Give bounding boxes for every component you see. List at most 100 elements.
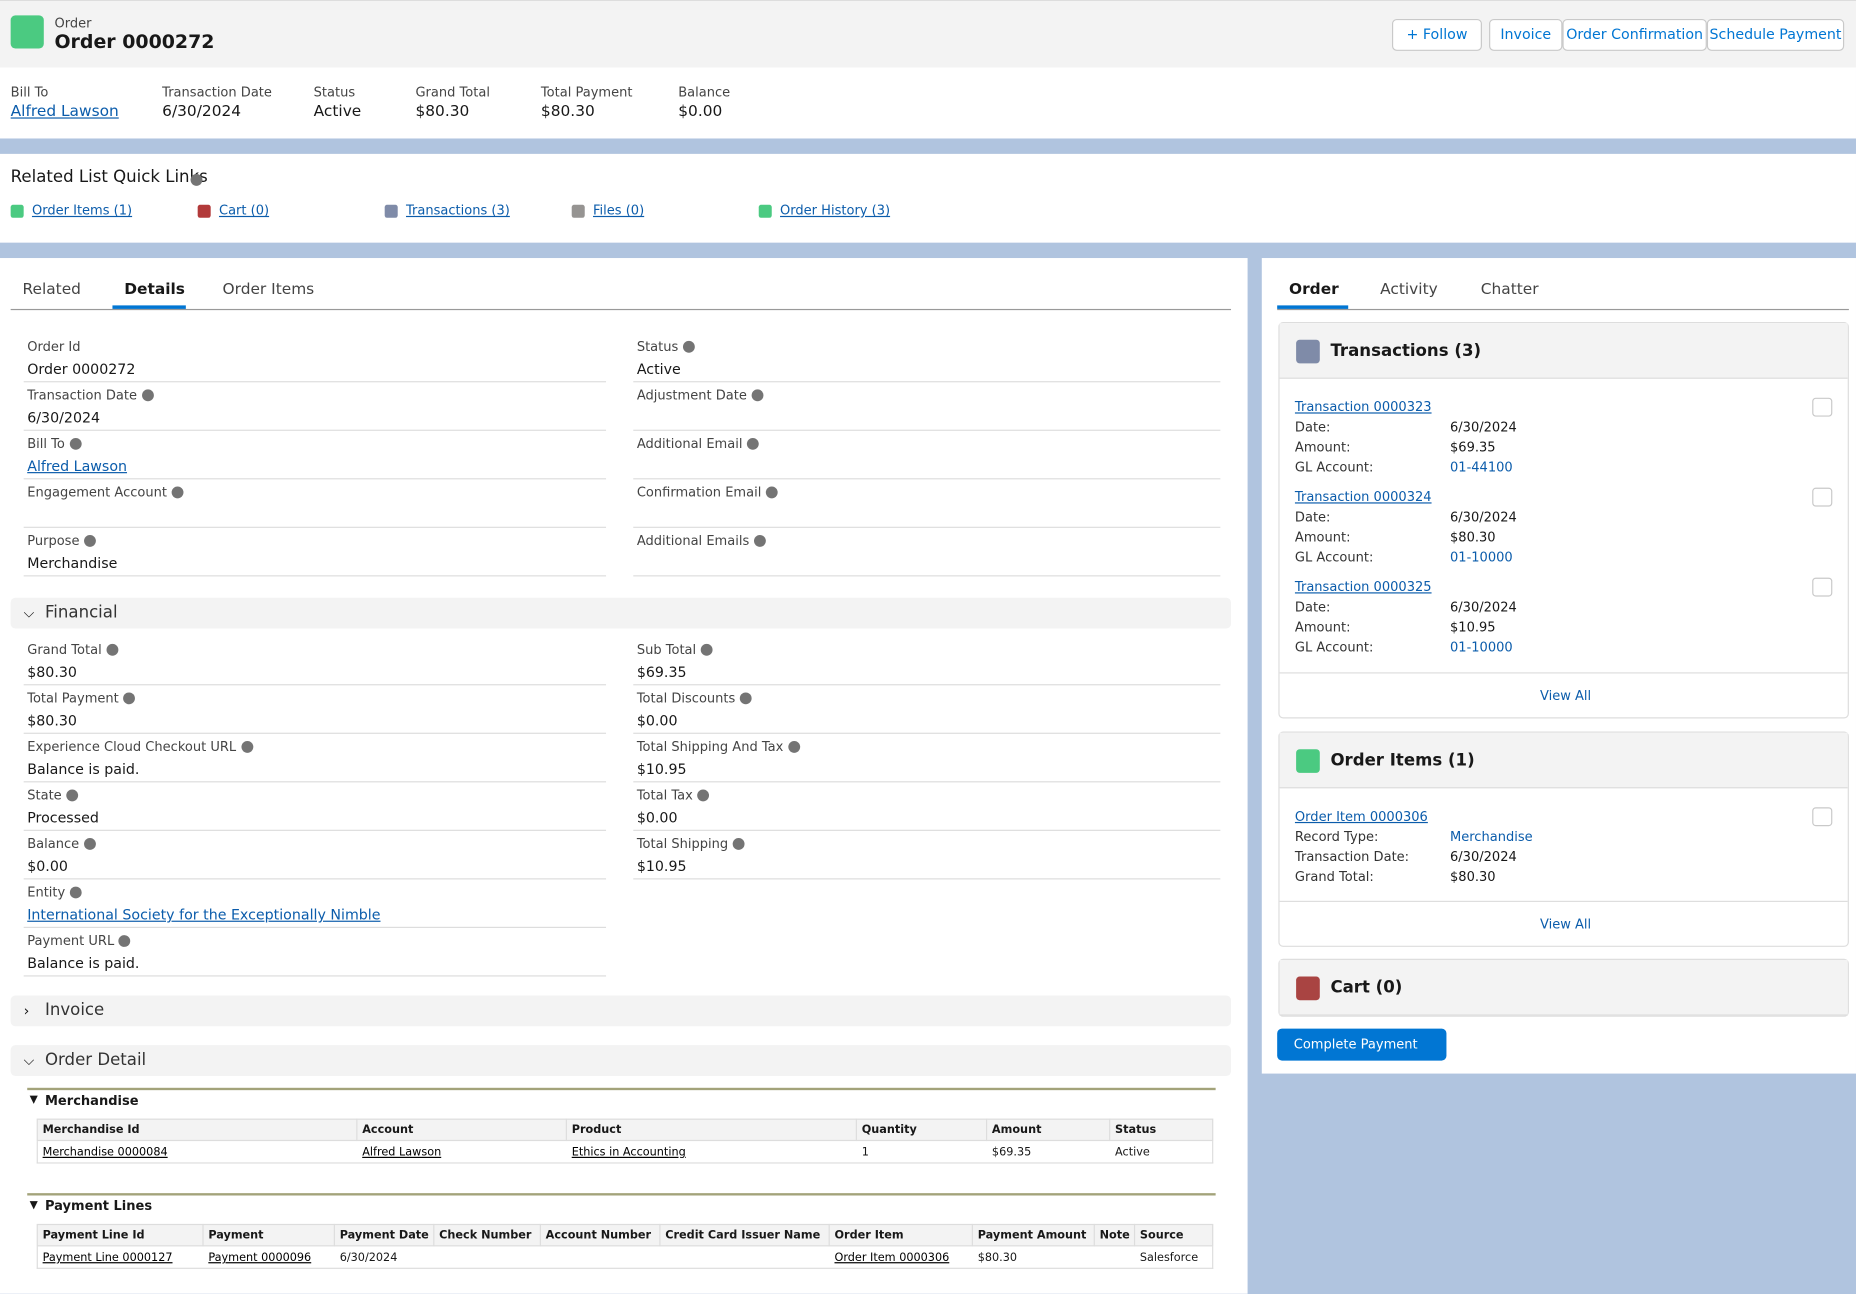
column-header: Note <box>1100 1229 1130 1242</box>
field-label: Total Shipping And Tax <box>637 739 784 755</box>
quick-link[interactable]: Order History (3) <box>780 203 890 219</box>
column-header: Merchandise Id <box>43 1124 140 1137</box>
table-title: Merchandise <box>45 1093 139 1109</box>
item-label: GL Account: <box>1295 460 1373 476</box>
col-sep <box>433 1224 434 1246</box>
field-label: Entity <box>27 885 65 901</box>
section-title[interactable]: Invoice <box>45 1001 104 1021</box>
highlight-value[interactable]: Alfred Lawson <box>11 103 119 121</box>
table-cell[interactable]: Payment 0000096 <box>208 1251 311 1264</box>
card-divider <box>1280 901 1848 902</box>
tab[interactable]: Details <box>124 281 185 299</box>
col-sep <box>659 1224 660 1246</box>
info-icon <box>142 389 154 401</box>
field-value: $0.00 <box>637 809 678 826</box>
table-rule <box>27 1088 1215 1090</box>
info-icon <box>84 838 96 850</box>
header-button[interactable]: + Follow <box>1392 19 1482 51</box>
item-menu <box>1812 488 1832 507</box>
field-border <box>633 830 1220 831</box>
table-cell[interactable]: Merchandise 0000084 <box>43 1146 168 1159</box>
column-header: Product <box>572 1124 622 1137</box>
quick-link[interactable]: Cart (0) <box>219 203 269 219</box>
header-button[interactable]: Order Confirmation <box>1562 19 1706 51</box>
item-label: Date: <box>1295 599 1331 615</box>
table-cell[interactable]: Ethics in Accounting <box>572 1146 686 1159</box>
side-tab[interactable]: Chatter <box>1481 281 1539 299</box>
quick-links-title: Related List Quick Links <box>11 168 208 188</box>
field-border <box>633 381 1220 382</box>
complete-payment-button[interactable]: Complete Payment <box>1277 1029 1446 1061</box>
highlight-label: Grand Total <box>415 85 489 101</box>
item-value[interactable]: 01-44100 <box>1450 460 1513 476</box>
section-title[interactable]: Order Detail <box>45 1051 146 1071</box>
field-border <box>24 381 606 382</box>
table-rule <box>27 1193 1215 1195</box>
card <box>1278 322 1849 719</box>
card-title[interactable]: Cart (0) <box>1330 978 1402 998</box>
col-sep <box>829 1224 830 1246</box>
item-label: Date: <box>1295 420 1331 436</box>
tab[interactable]: Related <box>22 281 80 299</box>
field-value[interactable]: Alfred Lawson <box>27 458 127 475</box>
table-cell: 1 <box>862 1146 869 1159</box>
highlight-value: 6/30/2024 <box>162 103 241 121</box>
item-menu <box>1812 578 1832 597</box>
field-label: Transaction Date <box>27 388 137 404</box>
field-border <box>633 527 1220 528</box>
item-name[interactable]: Order Item 0000306 <box>1295 809 1428 825</box>
column-header: Account <box>362 1124 413 1137</box>
table-cell[interactable]: Alfred Lawson <box>362 1146 441 1159</box>
col-sep <box>972 1224 973 1246</box>
info-icon <box>191 174 203 186</box>
side-tab[interactable]: Order <box>1289 281 1339 299</box>
header-button[interactable]: Invoice <box>1489 19 1562 51</box>
item-label: Grand Total: <box>1295 869 1374 885</box>
section-title[interactable]: Financial <box>45 603 118 623</box>
field-value: $0.00 <box>27 858 68 875</box>
quick-link[interactable]: Order Items (1) <box>32 203 132 219</box>
col-sep <box>356 1119 357 1141</box>
field-value[interactable]: International Society for the Exceptiona… <box>27 906 380 923</box>
view-all[interactable]: View All <box>1540 917 1591 933</box>
field-value: Order 0000272 <box>27 361 135 378</box>
item-value[interactable]: 01-10000 <box>1450 640 1513 656</box>
table-cell: Active <box>1115 1146 1150 1159</box>
item-value[interactable]: 01-10000 <box>1450 550 1513 566</box>
item-value[interactable]: Merchandise <box>1450 829 1533 845</box>
quick-link-icon <box>572 205 585 218</box>
item-label: Transaction Date: <box>1295 849 1409 865</box>
item-name[interactable]: Transaction 0000324 <box>1295 489 1432 505</box>
field-label: Adjustment Date <box>637 388 747 404</box>
field-label: Purpose <box>27 533 79 549</box>
item-name[interactable]: Transaction 0000325 <box>1295 579 1432 595</box>
quick-link-icon <box>759 205 772 218</box>
highlight-value: $80.30 <box>415 103 469 121</box>
quick-link[interactable]: Files (0) <box>593 203 644 219</box>
side-tab[interactable]: Activity <box>1380 281 1438 299</box>
highlight-value: $0.00 <box>678 103 722 121</box>
column-header: Payment Line Id <box>43 1229 145 1242</box>
view-all[interactable]: View All <box>1540 688 1591 704</box>
field-label: Experience Cloud Checkout URL <box>27 739 236 755</box>
field-label: Total Tax <box>637 788 693 804</box>
table-cell[interactable]: Order Item 0000306 <box>834 1251 949 1264</box>
item-name[interactable]: Transaction 0000323 <box>1295 399 1432 415</box>
quick-links-panel <box>0 154 1856 243</box>
quick-link[interactable]: Transactions (3) <box>406 203 510 219</box>
tab[interactable]: Order Items <box>223 281 315 299</box>
header-button[interactable]: Schedule Payment <box>1707 19 1844 51</box>
field-value: $69.35 <box>637 664 687 681</box>
card-title[interactable]: Order Items (1) <box>1330 751 1474 771</box>
field-label: Sub Total <box>637 642 696 658</box>
col-sep <box>540 1224 541 1246</box>
highlight-value: Active <box>314 103 362 121</box>
quick-link-icon <box>11 205 24 218</box>
field-border <box>633 684 1220 685</box>
card-icon <box>1296 977 1320 1001</box>
column-header: Amount <box>992 1124 1042 1137</box>
table-cell[interactable]: Payment Line 0000127 <box>43 1251 173 1264</box>
card-title[interactable]: Transactions (3) <box>1330 342 1481 362</box>
col-sep <box>1109 1119 1110 1141</box>
item-value: $69.35 <box>1450 440 1496 456</box>
